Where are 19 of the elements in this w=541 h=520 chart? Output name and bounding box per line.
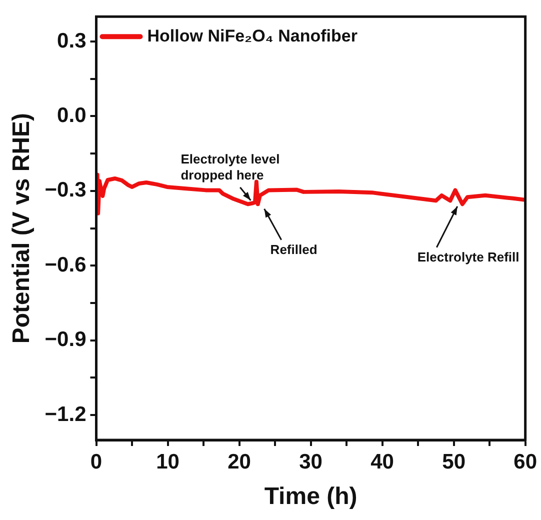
y-tick-label: −0.3 [44, 178, 86, 202]
x-tick-label: 10 [156, 450, 180, 474]
x-axis-title: Time (h) [264, 483, 358, 510]
x-tick-label: 30 [299, 450, 322, 474]
annotation: Electrolyte Refill [417, 249, 520, 264]
annotation: Refilled [270, 242, 318, 257]
y-tick-label: −1.2 [44, 402, 86, 426]
x-tick-label: 60 [514, 450, 537, 474]
y-tick-label: 0.3 [57, 29, 86, 52]
y-axis-title: Potential (V vs RHE) [8, 112, 36, 344]
x-tick-label: 40 [370, 450, 394, 474]
x-tick-label: 0 [90, 450, 102, 474]
x-tick-label: 50 [442, 450, 466, 474]
legend-label: Hollow NiFe₂O₄ Nanofiber [147, 26, 358, 46]
x-tick-label: 20 [228, 450, 251, 474]
y-tick-label: −0.6 [44, 253, 86, 276]
y-tick-label: 0.0 [57, 104, 86, 128]
annotation: Electrolyte level dropped here [180, 151, 280, 182]
y-tick-label: −0.9 [44, 328, 86, 352]
